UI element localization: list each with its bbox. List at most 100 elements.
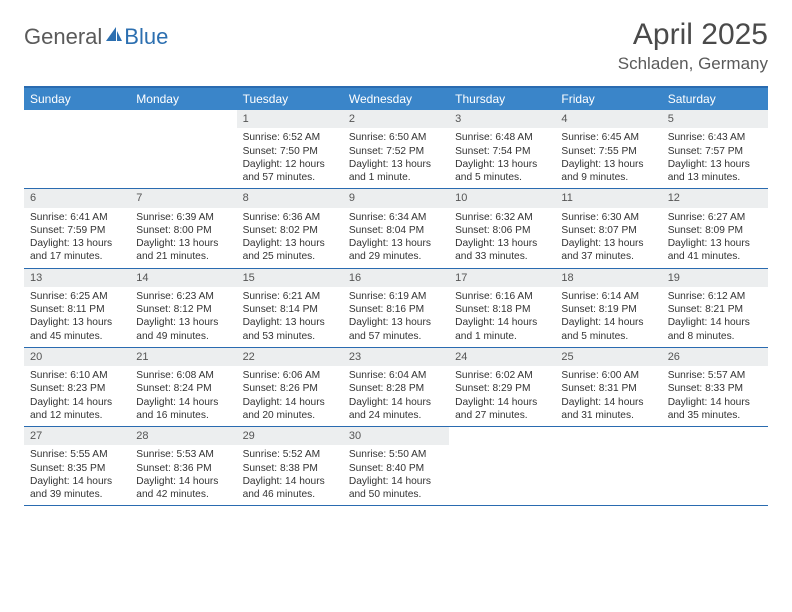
sunrise-text: Sunrise: 6:10 AM — [24, 369, 130, 382]
day2-text: and 16 minutes. — [130, 409, 236, 422]
sunset-text: Sunset: 8:35 PM — [24, 462, 130, 475]
day1-text: Daylight: 13 hours — [555, 158, 661, 171]
day-cell: 29Sunrise: 5:52 AMSunset: 8:38 PMDayligh… — [237, 427, 343, 505]
day-cell: 18Sunrise: 6:14 AMSunset: 8:19 PMDayligh… — [555, 269, 661, 347]
sunset-text: Sunset: 8:31 PM — [555, 382, 661, 395]
sunset-text: Sunset: 7:57 PM — [662, 145, 768, 158]
sunrise-text: Sunrise: 6:12 AM — [662, 290, 768, 303]
location-label: Schladen, Germany — [618, 54, 768, 74]
day1-text: Daylight: 14 hours — [343, 396, 449, 409]
date-number: 3 — [449, 110, 555, 128]
sunset-text: Sunset: 8:06 PM — [449, 224, 555, 237]
day1-text: Daylight: 14 hours — [343, 475, 449, 488]
day1-text: Daylight: 13 hours — [237, 237, 343, 250]
sunset-text: Sunset: 8:36 PM — [130, 462, 236, 475]
date-number: 30 — [343, 427, 449, 445]
day1-text: Daylight: 14 hours — [555, 316, 661, 329]
sunset-text: Sunset: 8:04 PM — [343, 224, 449, 237]
day-cell: 3Sunrise: 6:48 AMSunset: 7:54 PMDaylight… — [449, 110, 555, 188]
sunrise-text: Sunrise: 5:57 AM — [662, 369, 768, 382]
sunrise-text: Sunrise: 6:02 AM — [449, 369, 555, 382]
day2-text: and 50 minutes. — [343, 488, 449, 501]
day-cell: 30 Sunrise: 5:50 AMSunset: 8:40 PMDayligh… — [343, 427, 449, 505]
sunrise-text: Sunrise: 6:14 AM — [555, 290, 661, 303]
date-number: 24 — [449, 348, 555, 366]
sunset-text: Sunset: 8:33 PM — [662, 382, 768, 395]
date-number: 13 — [24, 269, 130, 287]
day-cell: 7Sunrise: 6:39 AMSunset: 8:00 PMDaylight… — [130, 189, 236, 267]
day2-text: and 49 minutes. — [130, 330, 236, 343]
day2-text: and 1 minute. — [449, 330, 555, 343]
day2-text: and 1 minute. — [343, 171, 449, 184]
day1-text: Daylight: 13 hours — [449, 158, 555, 171]
day1-text: Daylight: 13 hours — [24, 237, 130, 250]
date-number: 27 — [24, 427, 130, 445]
date-number: 14 — [130, 269, 236, 287]
day-cell — [24, 110, 130, 188]
day-cell — [555, 427, 661, 505]
day-header: Wednesday — [343, 88, 449, 110]
day-cell: 15Sunrise: 6:21 AMSunset: 8:14 PMDayligh… — [237, 269, 343, 347]
sunrise-text: Sunrise: 5:53 AM — [130, 448, 236, 461]
sunrise-text: Sunrise: 6:45 AM — [555, 131, 661, 144]
week-row: 13Sunrise: 6:25 AMSunset: 8:11 PMDayligh… — [24, 269, 768, 348]
day-cell: 1Sunrise: 6:52 AMSunset: 7:50 PMDaylight… — [237, 110, 343, 188]
sunrise-text: Sunrise: 6:34 AM — [343, 211, 449, 224]
date-number: 26 — [662, 348, 768, 366]
day-cell: 19 Sunrise: 6:12 AMSunset: 8:21 PMDayligh… — [662, 269, 768, 347]
day2-text: and 35 minutes. — [662, 409, 768, 422]
week-row: 27 Sunrise: 5:55 AMSunset: 8:35 PM Dayligh… — [24, 427, 768, 506]
sunset-text: Sunset: 8:24 PM — [130, 382, 236, 395]
day-header: Monday — [130, 88, 236, 110]
sunset-text: Sunset: 8:00 PM — [130, 224, 236, 237]
date-number: 28 — [130, 427, 236, 445]
day-cell: 12Sunrise: 6:27 AMSunset: 8:09 PMDayligh… — [662, 189, 768, 267]
weeks-container: 1Sunrise: 6:52 AMSunset: 7:50 PMDaylight… — [24, 110, 768, 506]
day1-text: Daylight: 13 hours — [343, 158, 449, 171]
day2-text: and 5 minutes. — [449, 171, 555, 184]
date-number: 5 — [662, 110, 768, 128]
day1-text: Daylight: 13 hours — [130, 316, 236, 329]
sunrise-text: Sunrise: 5:50 AM — [343, 448, 449, 461]
day1-text: Daylight: 13 hours — [343, 237, 449, 250]
day2-text: and 42 minutes. — [130, 488, 236, 501]
day2-text: and 45 minutes. — [24, 330, 130, 343]
week-row: 20Sunrise: 6:10 AMSunset: 8:23 PMDayligh… — [24, 348, 768, 427]
day-cell: 24Sunrise: 6:02 AMSunset: 8:29 PMDayligh… — [449, 348, 555, 426]
day1-text: Daylight: 14 hours — [237, 396, 343, 409]
day1-text: Daylight: 13 hours — [237, 316, 343, 329]
sunset-text: Sunset: 8:38 PM — [237, 462, 343, 475]
day2-text: and 25 minutes. — [237, 250, 343, 263]
header: General Blue April 2025 Schladen, German… — [24, 18, 768, 74]
sunrise-text: Sunrise: 6:50 AM — [343, 131, 449, 144]
date-number: 4 — [555, 110, 661, 128]
sunrise-text: Sunrise: 6:04 AM — [343, 369, 449, 382]
day2-text: and 13 minutes. — [662, 171, 768, 184]
sunset-text: Sunset: 8:21 PM — [662, 303, 768, 316]
day1-text: Daylight: 14 hours — [662, 316, 768, 329]
day2-text: and 57 minutes. — [343, 330, 449, 343]
sunrise-text: Sunrise: 5:55 AM — [24, 448, 130, 461]
sunrise-text: Sunrise: 6:48 AM — [449, 131, 555, 144]
day1-text: Daylight: 14 hours — [555, 396, 661, 409]
day-cell: 20Sunrise: 6:10 AMSunset: 8:23 PMDayligh… — [24, 348, 130, 426]
date-number: 19 — [662, 269, 768, 287]
day2-text: and 29 minutes. — [343, 250, 449, 263]
date-number: 8 — [237, 189, 343, 207]
date-number: 17 — [449, 269, 555, 287]
day-header-row: SundayMondayTuesdayWednesdayThursdayFrid… — [24, 88, 768, 110]
sunset-text: Sunset: 8:40 PM — [343, 462, 449, 475]
calendar-page: General Blue April 2025 Schladen, German… — [0, 0, 792, 524]
day2-text: and 8 minutes. — [662, 330, 768, 343]
day-cell: 26Sunrise: 5:57 AMSunset: 8:33 PMDayligh… — [662, 348, 768, 426]
date-number: 9 — [343, 189, 449, 207]
date-number: 11 — [555, 189, 661, 207]
brand-logo: General Blue — [24, 24, 168, 50]
day2-text: and 9 minutes. — [555, 171, 661, 184]
sunrise-text: Sunrise: 6:19 AM — [343, 290, 449, 303]
brand-blue: Blue — [124, 24, 168, 50]
day-cell: 6Sunrise: 6:41 AMSunset: 7:59 PMDaylight… — [24, 189, 130, 267]
day2-text: and 57 minutes. — [237, 171, 343, 184]
sunset-text: Sunset: 8:16 PM — [343, 303, 449, 316]
date-number: 21 — [130, 348, 236, 366]
